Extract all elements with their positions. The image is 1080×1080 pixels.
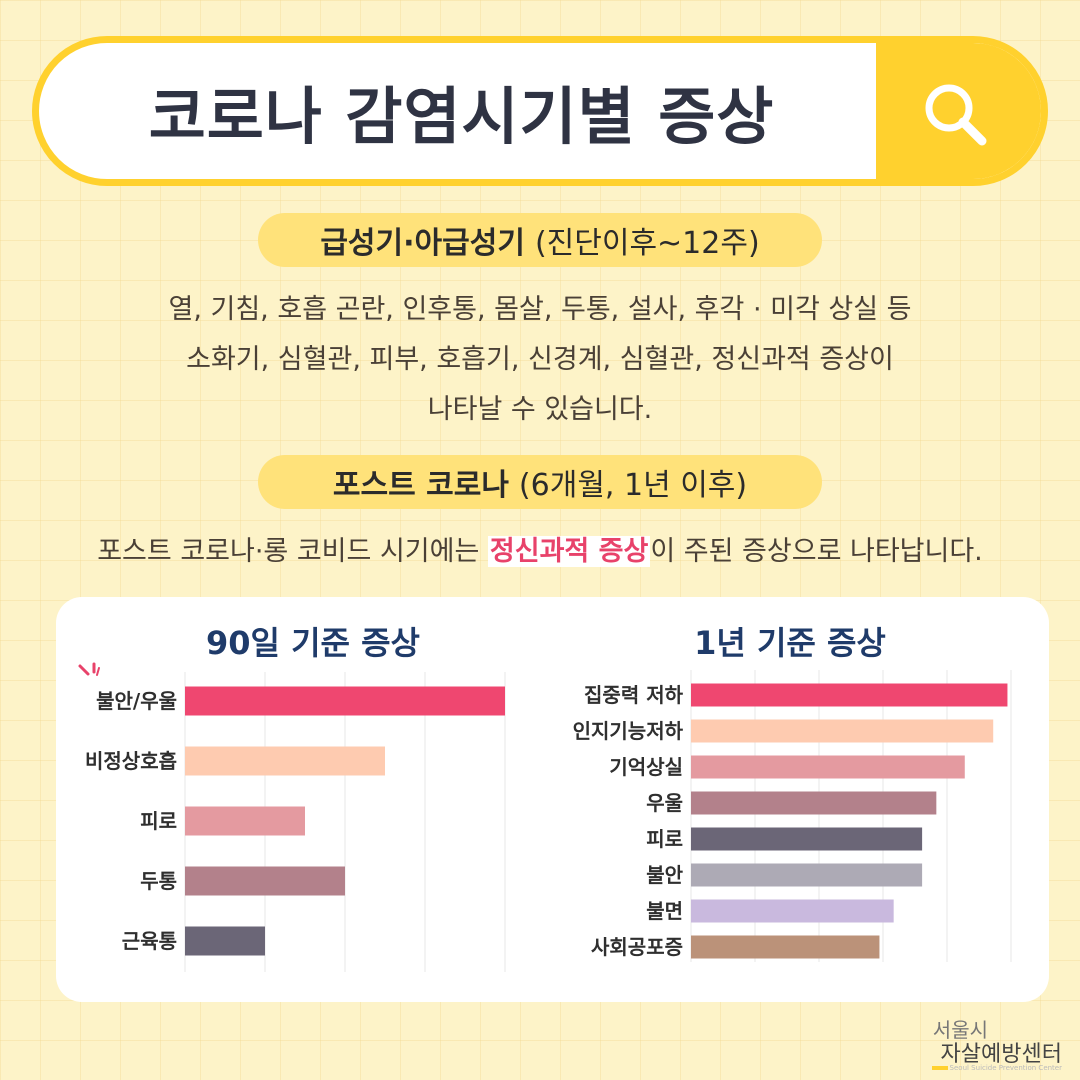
title-search-bar: 코로나 감염시기별 증상 — [32, 36, 1048, 186]
category-label: 기억상실 — [609, 755, 683, 779]
description-text: 이 주된 증상으로 나타납니다. — [650, 536, 983, 567]
bar — [185, 926, 265, 956]
bar — [691, 863, 923, 887]
logo-accent-bar — [932, 1066, 948, 1070]
bar — [691, 683, 1008, 707]
bar — [691, 791, 937, 815]
category-label: 불안 — [646, 863, 683, 887]
section-acute-title: 급성기·아급성기 — [320, 226, 525, 261]
search-button — [876, 43, 1041, 179]
description-line: 소화기, 심혈관, 피부, 호흡기, 신경계, 심혈관, 정신과적 증상이 — [186, 344, 894, 375]
organization-logo: 서울시 자살예방센터 Seoul Suicide Prevention Cent… — [930, 1010, 1070, 1076]
section-acute-subtitle: (진단이후~12주) — [534, 226, 760, 261]
category-label: 두통 — [140, 869, 177, 893]
bar — [691, 935, 880, 959]
bar — [185, 806, 305, 836]
attention-mark-icon — [78, 662, 100, 676]
category-label: 비정상호흡 — [85, 749, 177, 773]
category-label: 근육통 — [122, 929, 177, 953]
logo-line2: 자살예방센터 — [940, 1042, 1062, 1067]
logo-line1: 서울시 — [932, 1018, 988, 1042]
chart-title-90-days: 90일 기준 증상 — [205, 624, 420, 662]
bar — [691, 899, 894, 923]
section-post-covid-subtitle: (6개월, 1년 이후) — [518, 468, 748, 503]
bar — [185, 866, 345, 896]
search-icon — [925, 84, 987, 146]
section-acute-description: 열, 기침, 호흡 곤란, 인후통, 몸살, 두통, 설사, 후각 · 미각 상… — [40, 285, 1040, 435]
category-label: 우울 — [646, 791, 683, 815]
highlight-text: 정신과적 증상 — [487, 536, 651, 567]
section-post-covid-heading: 포스트 코로나 (6개월, 1년 이후) — [258, 455, 822, 509]
category-label: 불안/우울 — [96, 689, 177, 713]
description-text: 포스트 코로나·롱 코비드 시기에는 — [97, 536, 488, 567]
bar — [691, 827, 923, 851]
category-label: 피로 — [646, 827, 683, 851]
page-title: 코로나 감염시기별 증상 — [148, 80, 775, 153]
description-line: 나타날 수 있습니다. — [427, 394, 653, 425]
logo-line3: Seoul Suicide Prevention Center — [949, 1064, 1062, 1072]
category-label: 인지기능저하 — [573, 719, 684, 743]
section-acute-heading: 급성기·아급성기 (진단이후~12주) — [258, 213, 822, 267]
bar — [185, 746, 385, 776]
bar — [691, 719, 994, 743]
section-post-covid-title: 포스트 코로나 — [332, 468, 509, 503]
category-label: 불면 — [646, 899, 683, 923]
chart-title-1-year: 1년 기준 증상 — [694, 624, 886, 662]
category-label: 집중력 저하 — [584, 683, 684, 707]
bar — [185, 686, 505, 716]
description-line: 열, 기침, 호흡 곤란, 인후통, 몸살, 두통, 설사, 후각 · 미각 상… — [168, 294, 912, 325]
category-label: 피로 — [140, 809, 177, 833]
section-post-covid-description: 포스트 코로나·롱 코비드 시기에는 정신과적 증상이 주된 증상으로 나타납니… — [40, 527, 1040, 577]
bar — [691, 755, 965, 779]
category-label: 사회공포증 — [591, 935, 683, 959]
